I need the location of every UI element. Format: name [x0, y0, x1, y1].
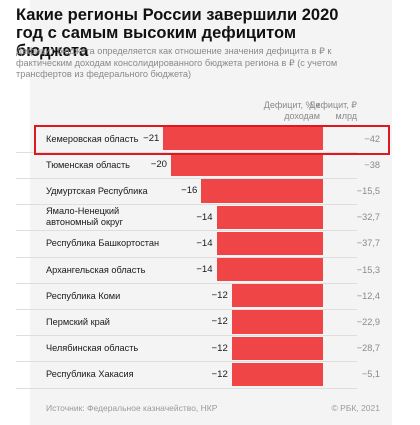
row-separator: [16, 335, 357, 337]
percent-label: −12: [211, 290, 228, 302]
rub-label: −37,7: [356, 238, 380, 249]
rub-label: −12,4: [356, 290, 380, 301]
rub-label: −38: [364, 159, 380, 170]
rub-label: −15,5: [356, 185, 380, 196]
rub-label: −42: [364, 133, 380, 144]
percent-label: −14: [196, 264, 213, 275]
region-label: Архангельская область: [46, 264, 146, 275]
region-label: Тюменская область: [46, 159, 130, 170]
chart-subtitle: Дефицит бюджета определяется как отношен…: [16, 46, 338, 79]
bar: [231, 310, 323, 334]
percent-label: −14: [196, 237, 213, 249]
rub-label: −28,7: [356, 343, 380, 354]
row-separator: [16, 230, 357, 232]
row-separator: [16, 177, 357, 179]
region-label: Республика Башкортостан: [46, 238, 160, 249]
rub-label: −22,9: [356, 316, 380, 327]
source-note: Источник: Федеральное казначейство, НКР: [46, 403, 218, 413]
highlight-box: [34, 125, 390, 155]
row-separator: [16, 387, 357, 389]
bar: [216, 231, 323, 255]
region-label: Челябинская область: [46, 343, 139, 354]
row-separator: [16, 256, 357, 258]
region-label: Удмуртская Республика: [46, 185, 148, 196]
bar: [201, 179, 323, 203]
rub-label: −15,3: [356, 264, 380, 275]
bar: [163, 127, 323, 151]
row-separator: [16, 361, 357, 363]
chart-title: Какие регионы России завершили 2020 год …: [16, 6, 339, 60]
row-separator: [16, 282, 357, 284]
bar: [171, 153, 323, 177]
bar: [216, 258, 323, 282]
region-label: Кемеровская область: [46, 133, 139, 144]
region-label: Ямало-Ненецкий автономный округ: [46, 206, 123, 228]
bar: [231, 336, 323, 360]
bar: [231, 284, 323, 308]
column-header-percent: Дефицит, % к доходам: [263, 100, 320, 121]
rub-label: −32,7: [356, 212, 380, 223]
row-separator: [16, 204, 357, 206]
row-separator: [16, 308, 357, 310]
rub-label: −5,1: [361, 369, 380, 380]
region-label: Республика Хакасия: [46, 369, 134, 380]
percent-label: −12: [211, 316, 228, 328]
chart-card: [30, 0, 392, 425]
copyright-note: © РБК, 2021: [331, 403, 380, 413]
row-separator: [16, 151, 357, 153]
percent-label: −16: [181, 185, 198, 197]
region-label: Республика Коми: [46, 290, 121, 301]
region-label: Пермский край: [46, 316, 110, 327]
percent-label: −14: [196, 211, 213, 223]
bar: [231, 362, 323, 386]
column-header-rub: Дефицит, ₽ млрд: [309, 100, 357, 121]
percent-label: −12: [211, 342, 228, 354]
percent-label: −21: [143, 133, 160, 144]
bar: [216, 205, 323, 229]
percent-label: −12: [211, 368, 228, 380]
percent-label: −20: [150, 159, 167, 171]
